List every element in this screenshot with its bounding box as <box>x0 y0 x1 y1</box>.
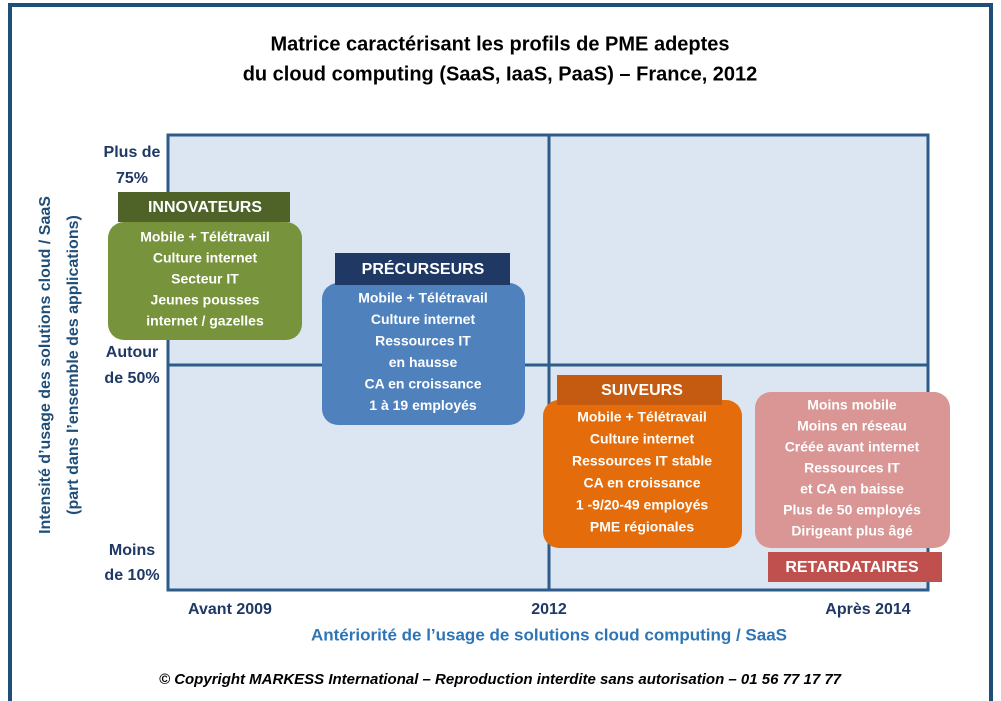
profile-header <box>557 375 722 405</box>
profile-header <box>118 192 290 222</box>
profile-item: Culture internet <box>590 431 695 447</box>
profile-item: Ressources IT <box>375 333 471 349</box>
y-label: Plus de <box>104 144 161 161</box>
profile-item: 1 à 19 employés <box>369 397 477 413</box>
profile-item: en hausse <box>389 354 458 370</box>
profile-item: Jeunes pousses <box>151 292 260 308</box>
copyright: © Copyright MARKESS International – Repr… <box>159 671 842 688</box>
y-label: Moins <box>109 542 155 559</box>
profile-item: internet / gazelles <box>146 313 264 329</box>
profile-item: Moins mobile <box>807 397 897 413</box>
profile-item: CA en croissance <box>584 475 701 491</box>
profile-item: Culture internet <box>153 250 258 266</box>
title: Matrice caractérisant les profils de PME… <box>270 33 729 55</box>
profile-label: PRÉCURSEURS <box>362 259 485 278</box>
profile-item: Dirigeant plus âgé <box>791 523 913 539</box>
profile-item: Moins en réseau <box>797 418 907 434</box>
x-label: Avant 2009 <box>188 601 272 618</box>
profile-label: SUIVEURS <box>601 382 683 399</box>
y-axis-title: Intensité d’usage des solutions cloud / … <box>37 196 54 534</box>
profile-item: Culture internet <box>371 311 476 327</box>
profile-box <box>543 400 742 548</box>
profile-item: 1 -9/20-49 employés <box>576 497 709 513</box>
x-label: 2012 <box>531 601 567 618</box>
y-label: 75% <box>116 170 148 187</box>
y-label: de 10% <box>104 567 159 584</box>
y-label: de 50% <box>104 370 159 387</box>
profile-item: et CA en baisse <box>800 481 904 497</box>
x-axis-title: Antériorité de l’usage de solutions clou… <box>311 625 787 644</box>
profile-label: INNOVATEURS <box>148 199 262 216</box>
profile-box <box>322 283 525 425</box>
y-label: Autour <box>106 344 158 361</box>
profile-item: Ressources IT stable <box>572 453 712 469</box>
y-axis-title: (part dans l’ensemble des applications) <box>65 215 82 515</box>
profile-item: Secteur IT <box>171 271 239 287</box>
profile-header <box>768 552 942 582</box>
profile-item: Plus de 50 employés <box>783 502 921 518</box>
profile-item: Créée avant internet <box>785 439 920 455</box>
title: du cloud computing (SaaS, IaaS, PaaS) – … <box>243 63 758 85</box>
profile-item: Mobile + Télétravail <box>140 229 270 245</box>
profile-box <box>108 222 302 340</box>
profile-item: PME régionales <box>590 519 694 535</box>
profile-item: Mobile + Télétravail <box>358 290 488 306</box>
profile-item: CA en croissance <box>365 376 482 392</box>
profile-label: RETARDATAIRES <box>785 559 919 576</box>
profile-item: Ressources IT <box>804 460 900 476</box>
profile-header <box>335 253 510 285</box>
profile-item: Mobile + Télétravail <box>577 409 707 425</box>
profile-box <box>755 392 950 548</box>
x-label: Après 2014 <box>825 601 910 618</box>
